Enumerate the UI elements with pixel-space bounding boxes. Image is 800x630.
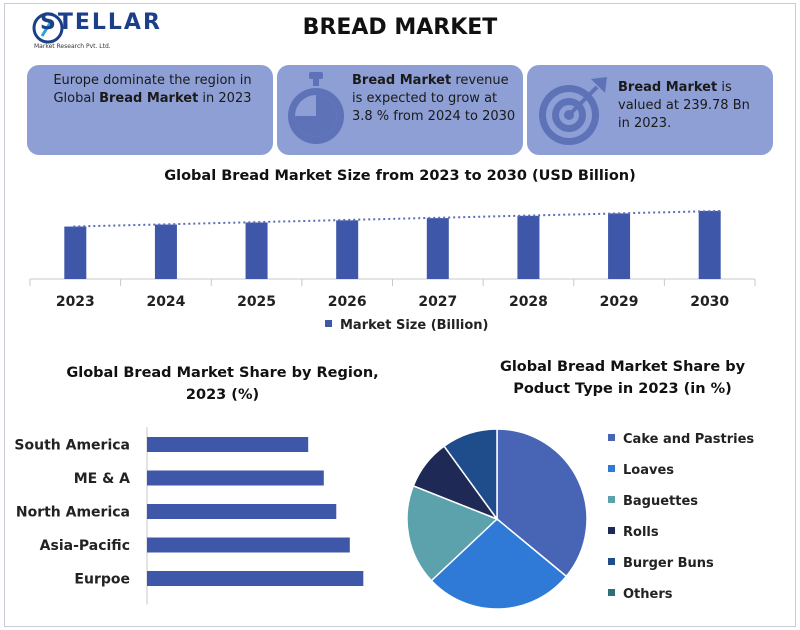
region-label: Eurpoe — [74, 572, 130, 588]
card-growth-text: Bread Market revenue is expected to grow… — [352, 72, 517, 126]
card-growth-bold: Bread Market — [352, 73, 452, 88]
pie-legend-label: Cake and Pastries — [623, 432, 755, 447]
product-pie-legend: Cake and Pastries Loaves Baguettes Rolls Bur… — [608, 432, 788, 612]
region-bar — [147, 571, 364, 586]
product-chart-title: Global Bread Market Share by Poduct Type… — [490, 356, 755, 400]
x-tick-label: 2026 — [328, 294, 367, 310]
x-tick-label: 2023 — [56, 294, 95, 310]
pie-legend-item: Others — [608, 587, 673, 602]
stopwatch-icon — [288, 72, 344, 144]
card-growth-post: revenue is expected to grow at 3.8 % fro… — [352, 73, 516, 124]
pie-legend-swatch — [608, 496, 615, 503]
x-tick-label: 2025 — [237, 294, 276, 310]
card-value-text: Bread Market is valued at 239.78 Bn in 2… — [618, 79, 758, 133]
pie-legend-swatch — [608, 465, 615, 472]
page-title: BREAD MARKET — [302, 15, 498, 40]
x-tick-label: 2030 — [690, 294, 729, 310]
market-size-legend-swatch — [325, 320, 332, 327]
logo-subtext: Market Research Pvt. Ltd. — [34, 43, 111, 50]
region-bar — [147, 537, 350, 553]
card-region-text: Europe dominate the region in Global Bre… — [40, 72, 265, 108]
x-tick-label: 2029 — [600, 294, 639, 310]
market-size-bar — [426, 218, 449, 279]
pie-slice — [496, 428, 588, 578]
region-label: North America — [16, 505, 130, 521]
pie-legend-label: Loaves — [623, 463, 675, 478]
market-size-bar — [517, 215, 540, 279]
pie-legend-label: Burger Buns — [623, 556, 714, 571]
product-chart-title-text: Global Bread Market Share by Poduct Type… — [499, 359, 746, 397]
region-bar — [147, 437, 309, 452]
pie-slice — [443, 428, 498, 522]
pie-slice — [406, 484, 499, 582]
card-region-pre: Europe dominate the region in Global — [53, 73, 252, 106]
x-tick-label: 2028 — [509, 294, 548, 310]
region-chart: South America ME & A North America Asia-Pac… — [14, 427, 364, 605]
region-label: South America — [14, 438, 130, 454]
stellar-logo — [32, 12, 64, 44]
region-chart-title: Global Bread Market Share by Region, 202… — [50, 362, 395, 406]
market-size-bar — [336, 220, 359, 279]
market-size-legend-label: Market Size (Billion) — [340, 318, 489, 333]
pie-slice — [430, 518, 568, 610]
market-size-chart: 2023 2024 2025 2026 2027 2028 2029 2030 — [29, 209, 756, 310]
region-bar — [147, 470, 324, 486]
market-size-bar — [698, 210, 721, 279]
target-icon — [539, 77, 607, 145]
region-bar — [147, 504, 337, 519]
market-size-chart-title: Global Bread Market Size from 2023 to 20… — [164, 168, 636, 184]
pie-legend-item: Rolls — [608, 525, 659, 540]
market-size-bar — [608, 213, 631, 279]
market-size-bar — [64, 226, 87, 279]
pie-legend-item: Burger Buns — [608, 556, 714, 571]
card-region-post: in 2023 — [198, 91, 252, 106]
card-value-bold: Bread Market — [618, 80, 718, 95]
pie-legend-swatch — [608, 589, 615, 596]
pie-legend-item: Cake and Pastries — [608, 432, 754, 447]
pie-legend-swatch — [608, 527, 615, 534]
market-size-bar — [154, 224, 177, 279]
logo-text: STELLAR — [40, 10, 162, 35]
x-tick-label: 2024 — [146, 294, 185, 310]
region-label: ME & A — [74, 471, 130, 487]
pie-legend-item: Baguettes — [608, 494, 698, 509]
pie-legend-label: Rolls — [623, 525, 659, 540]
pie-legend-label: Others — [623, 587, 673, 602]
trend-line — [73, 209, 722, 228]
card-value-post: is valued at 239.78 Bn in 2023. — [618, 80, 750, 131]
pie-legend-item: Loaves — [608, 463, 674, 478]
region-chart-title-text: Global Bread Market Share by Region, 202… — [66, 365, 379, 403]
market-size-legend: Market Size (Billion) — [325, 318, 489, 333]
region-label: Asia-Pacific — [40, 538, 130, 554]
product-pie-chart — [406, 428, 588, 610]
market-size-bar — [245, 222, 268, 279]
x-tick-label: 2027 — [418, 294, 457, 310]
pie-legend-label: Baguettes — [623, 494, 699, 509]
pie-legend-swatch — [608, 434, 615, 441]
card-region-bold: Bread Market — [99, 91, 199, 106]
card-region — [27, 65, 273, 155]
pie-legend-swatch — [608, 558, 615, 565]
